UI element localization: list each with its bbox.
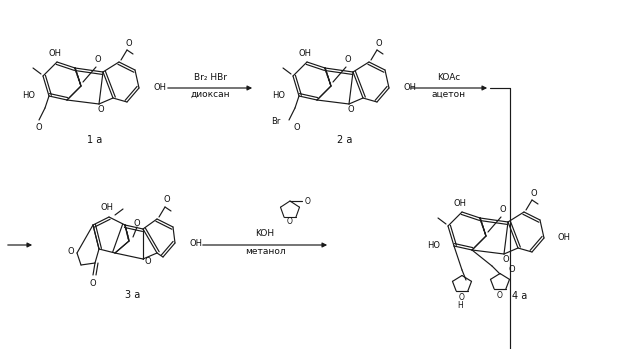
Text: HO: HO	[272, 91, 285, 101]
Text: 3 a: 3 a	[125, 290, 141, 300]
Text: OH: OH	[100, 203, 113, 213]
Text: O: O	[145, 258, 151, 267]
Text: 1 a: 1 a	[88, 135, 102, 145]
Text: OH: OH	[403, 83, 416, 92]
Text: OH: OH	[558, 233, 571, 243]
Text: OH: OH	[454, 199, 467, 208]
Text: O: O	[90, 279, 96, 288]
Text: O: O	[500, 206, 506, 215]
Text: O: O	[134, 218, 140, 228]
Text: OH: OH	[49, 49, 61, 58]
Text: OH: OH	[153, 83, 166, 92]
Text: H: H	[457, 302, 463, 311]
Text: O: O	[36, 124, 42, 133]
Text: Br₂ HBr: Br₂ HBr	[193, 74, 227, 82]
Text: O: O	[345, 55, 351, 65]
Text: O: O	[376, 39, 382, 49]
Text: O: O	[294, 124, 300, 133]
Text: HO: HO	[427, 242, 440, 251]
Text: OH: OH	[298, 49, 312, 58]
Text: KOAc: KOAc	[437, 74, 461, 82]
Text: O: O	[305, 196, 311, 206]
Text: O: O	[98, 104, 104, 113]
Text: 2 a: 2 a	[337, 135, 353, 145]
Text: O: O	[68, 246, 74, 255]
Text: O: O	[459, 292, 465, 302]
Text: O: O	[95, 55, 101, 65]
Text: KOH: KOH	[255, 230, 275, 238]
Text: HO: HO	[22, 91, 35, 101]
Text: Br: Br	[271, 118, 281, 126]
Text: O: O	[531, 190, 538, 199]
Text: 4 a: 4 a	[513, 291, 527, 301]
Text: O: O	[348, 104, 355, 113]
Text: O: O	[509, 266, 515, 275]
Text: ацетон: ацетон	[432, 89, 466, 98]
Text: O: O	[287, 216, 293, 225]
Text: диоксан: диоксан	[190, 89, 230, 98]
Text: O: O	[497, 290, 503, 299]
Text: O: O	[164, 194, 170, 203]
Text: метанол: метанол	[244, 247, 285, 257]
Text: O: O	[125, 39, 132, 49]
Text: O: O	[502, 254, 509, 263]
Text: OH: OH	[189, 238, 202, 247]
